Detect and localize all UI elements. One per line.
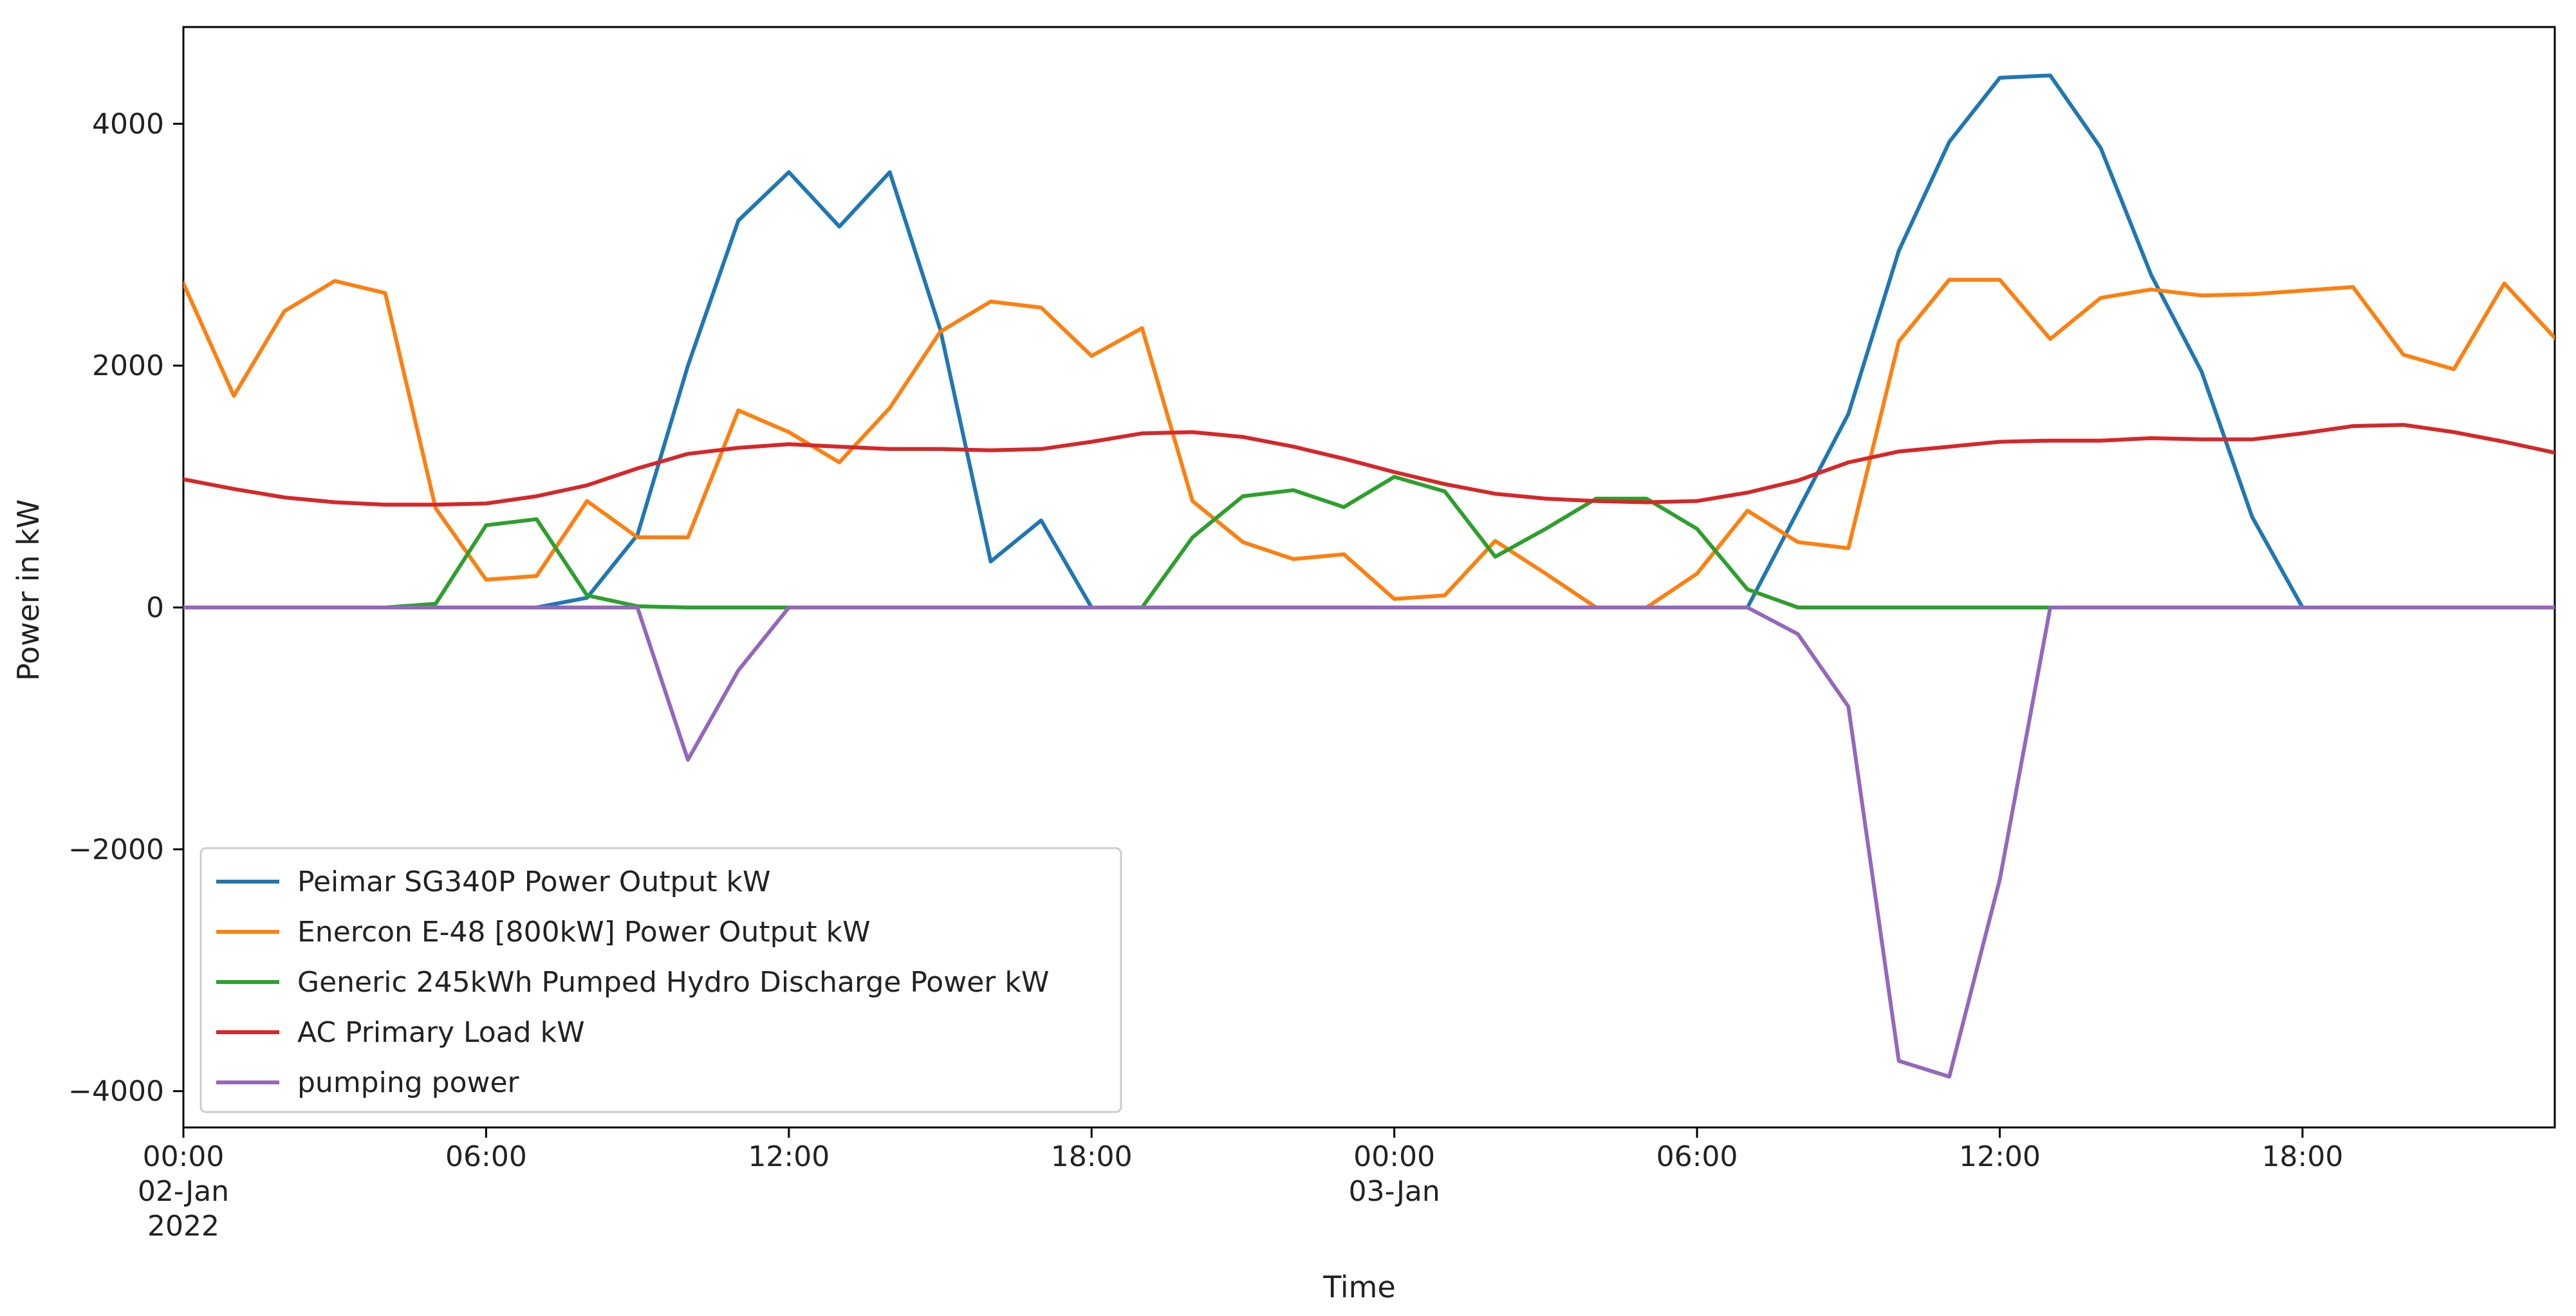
x-tick-label: 02-Jan — [138, 1175, 229, 1208]
series-line-4 — [183, 423, 2555, 507]
plot-area — [183, 73, 2555, 1079]
x-tick-label: 18:00 — [2262, 1140, 2344, 1173]
x-tick-label: 00:00 — [143, 1140, 225, 1173]
y-tick-label: 2000 — [92, 349, 164, 382]
x-axis-label: Time — [1322, 1270, 1396, 1304]
x-tick-label: 12:00 — [748, 1140, 829, 1173]
x-tick-label: 03-Jan — [1349, 1175, 1440, 1208]
legend-entry-label: AC Primary Load kW — [297, 1016, 585, 1049]
x-tick-label: 00:00 — [1353, 1140, 1435, 1173]
legend: Peimar SG340P Power Output kW Enercon E-4… — [199, 847, 1122, 1113]
y-axis-label: Power in kW — [11, 499, 46, 681]
legend-entry-label: Enercon E-48 [800kW] Power Output kW — [297, 916, 871, 949]
series-line-2 — [183, 277, 2555, 609]
x-tick-label: 18:00 — [1051, 1140, 1133, 1173]
legend-entry-label: Generic 245kWh Pumped Hydro Discharge Po… — [297, 966, 1049, 999]
x-tick-label: 2022 — [147, 1210, 219, 1243]
legend-entry-label: pumping power — [297, 1066, 520, 1099]
x-tick-label: 06:00 — [445, 1140, 527, 1173]
legend-box — [199, 847, 1122, 1113]
x-tick-label: 06:00 — [1656, 1140, 1738, 1173]
y-tick-label: 4000 — [92, 107, 164, 140]
axes-frame — [182, 26, 2556, 1129]
y-tick-label: −2000 — [68, 833, 164, 866]
y-tick-label: 0 — [146, 591, 164, 624]
legend-entry-label: Peimar SG340P Power Output kW — [297, 866, 771, 898]
series-line-5 — [183, 606, 2555, 1079]
x-tick-label: 12:00 — [1959, 1140, 2041, 1173]
y-tick-label: −4000 — [68, 1075, 164, 1108]
